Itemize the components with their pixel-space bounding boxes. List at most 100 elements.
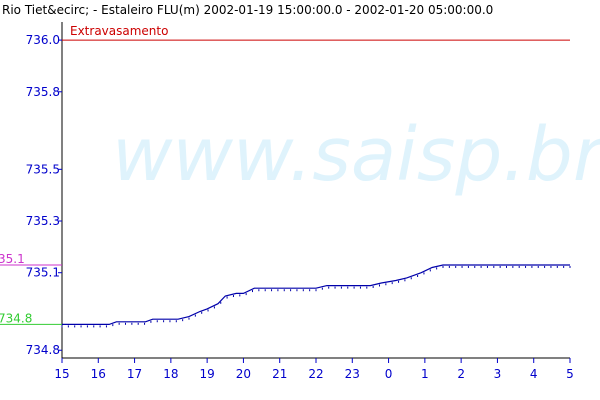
x-tick-label: 23 xyxy=(345,367,360,381)
series-point xyxy=(467,265,469,268)
series-point xyxy=(232,295,234,298)
series-point xyxy=(156,320,158,323)
series-point xyxy=(423,272,425,275)
series-point xyxy=(486,265,488,268)
series-point xyxy=(245,293,247,296)
series-point xyxy=(410,277,412,280)
series-point xyxy=(379,284,380,287)
x-tick-label: 21 xyxy=(272,367,287,381)
series-point xyxy=(99,325,101,328)
marker-layer: 734.8 35.1 xyxy=(0,252,62,325)
x-tick-label: 17 xyxy=(127,367,142,381)
series-point xyxy=(252,290,253,293)
series-point xyxy=(125,322,126,325)
series-point xyxy=(455,265,457,268)
x-tick-label: 15 xyxy=(54,367,69,381)
threshold-line-layer: Extravasamento xyxy=(62,24,570,41)
x-tick-label: 1 xyxy=(421,367,429,381)
series-layer xyxy=(61,264,571,328)
series-point xyxy=(391,282,393,285)
y-tick-label: 735.5 xyxy=(26,162,60,176)
series-point xyxy=(271,289,273,292)
series-point xyxy=(163,320,165,323)
series-point xyxy=(80,325,82,328)
series-point xyxy=(340,286,342,289)
x-tick-label: 4 xyxy=(530,367,538,381)
series-point xyxy=(569,265,571,268)
series-point xyxy=(175,320,177,323)
series-point xyxy=(220,301,222,304)
series-point xyxy=(417,275,419,277)
x-axis-ticks: 15 16 17 18 19 20 21 22 23 0 1 2 3 4 5 xyxy=(54,358,574,381)
threshold-label: Extravasamento xyxy=(70,24,168,38)
series-point xyxy=(442,265,444,268)
series-point xyxy=(67,325,69,328)
series-point xyxy=(277,289,279,292)
x-tick-label: 0 xyxy=(385,367,393,381)
x-tick-label: 20 xyxy=(236,367,251,381)
series-point xyxy=(480,265,482,268)
series-point xyxy=(550,265,552,268)
series-point xyxy=(296,289,298,292)
series-point xyxy=(213,306,215,309)
series-point xyxy=(264,289,266,292)
series-point xyxy=(359,286,361,289)
series-point xyxy=(448,265,450,268)
y-tick-label: 734.8 xyxy=(26,343,60,357)
series-point xyxy=(118,322,120,325)
series-point xyxy=(353,286,355,289)
series-point xyxy=(194,314,196,317)
series-point xyxy=(334,286,336,289)
series-point xyxy=(512,265,514,268)
y-tick-label: 735.1 xyxy=(26,266,60,280)
series-point xyxy=(372,285,374,288)
y-tick-label: 735.3 xyxy=(26,214,60,228)
series-point xyxy=(429,269,431,272)
series-point xyxy=(290,289,292,292)
x-tick-label: 5 xyxy=(566,367,574,381)
series-point xyxy=(182,319,184,322)
series-point xyxy=(385,283,387,286)
series-point xyxy=(144,322,146,325)
series-point xyxy=(86,325,88,328)
series-point xyxy=(188,317,190,320)
series-point xyxy=(201,311,203,314)
series-point xyxy=(207,309,209,312)
series-point xyxy=(226,296,228,299)
series-point xyxy=(461,265,463,268)
series-point xyxy=(302,289,304,292)
series-point xyxy=(169,320,171,323)
series-point xyxy=(112,324,114,327)
series-point xyxy=(283,289,285,292)
series-point xyxy=(105,325,107,328)
series-point xyxy=(328,286,330,289)
series-point xyxy=(321,287,323,290)
series-point xyxy=(74,325,76,328)
x-tick-label: 2 xyxy=(457,367,465,381)
x-tick-label: 22 xyxy=(308,367,323,381)
max-marker-label: 35.1 xyxy=(0,252,25,266)
series-point xyxy=(537,265,539,268)
series-point xyxy=(239,294,241,297)
min-marker-label: 734.8 xyxy=(0,311,32,325)
series-point xyxy=(556,265,558,268)
chart-title: Rio Tiet&ecirc; - Estaleiro FLU(m) 2002-… xyxy=(2,3,494,17)
series-point xyxy=(150,320,152,323)
series-point xyxy=(309,289,311,292)
y-tick-label: 736.0 xyxy=(26,33,60,47)
series-point xyxy=(493,265,495,268)
series-point xyxy=(563,265,565,268)
series-point xyxy=(525,265,527,268)
x-tick-label: 3 xyxy=(494,367,502,381)
series-point xyxy=(531,265,533,268)
series-point xyxy=(61,325,63,328)
series-point xyxy=(93,325,95,328)
series-point xyxy=(347,286,349,289)
y-tick-label: 735.8 xyxy=(26,85,60,99)
series-point xyxy=(315,289,317,292)
watermark: www.saisp.br xyxy=(112,112,600,198)
y-axis-ticks: 734.8 735.1 735.3 735.5 735.8 736.0 xyxy=(26,33,62,357)
series-point xyxy=(499,265,501,268)
series-point xyxy=(436,267,438,270)
